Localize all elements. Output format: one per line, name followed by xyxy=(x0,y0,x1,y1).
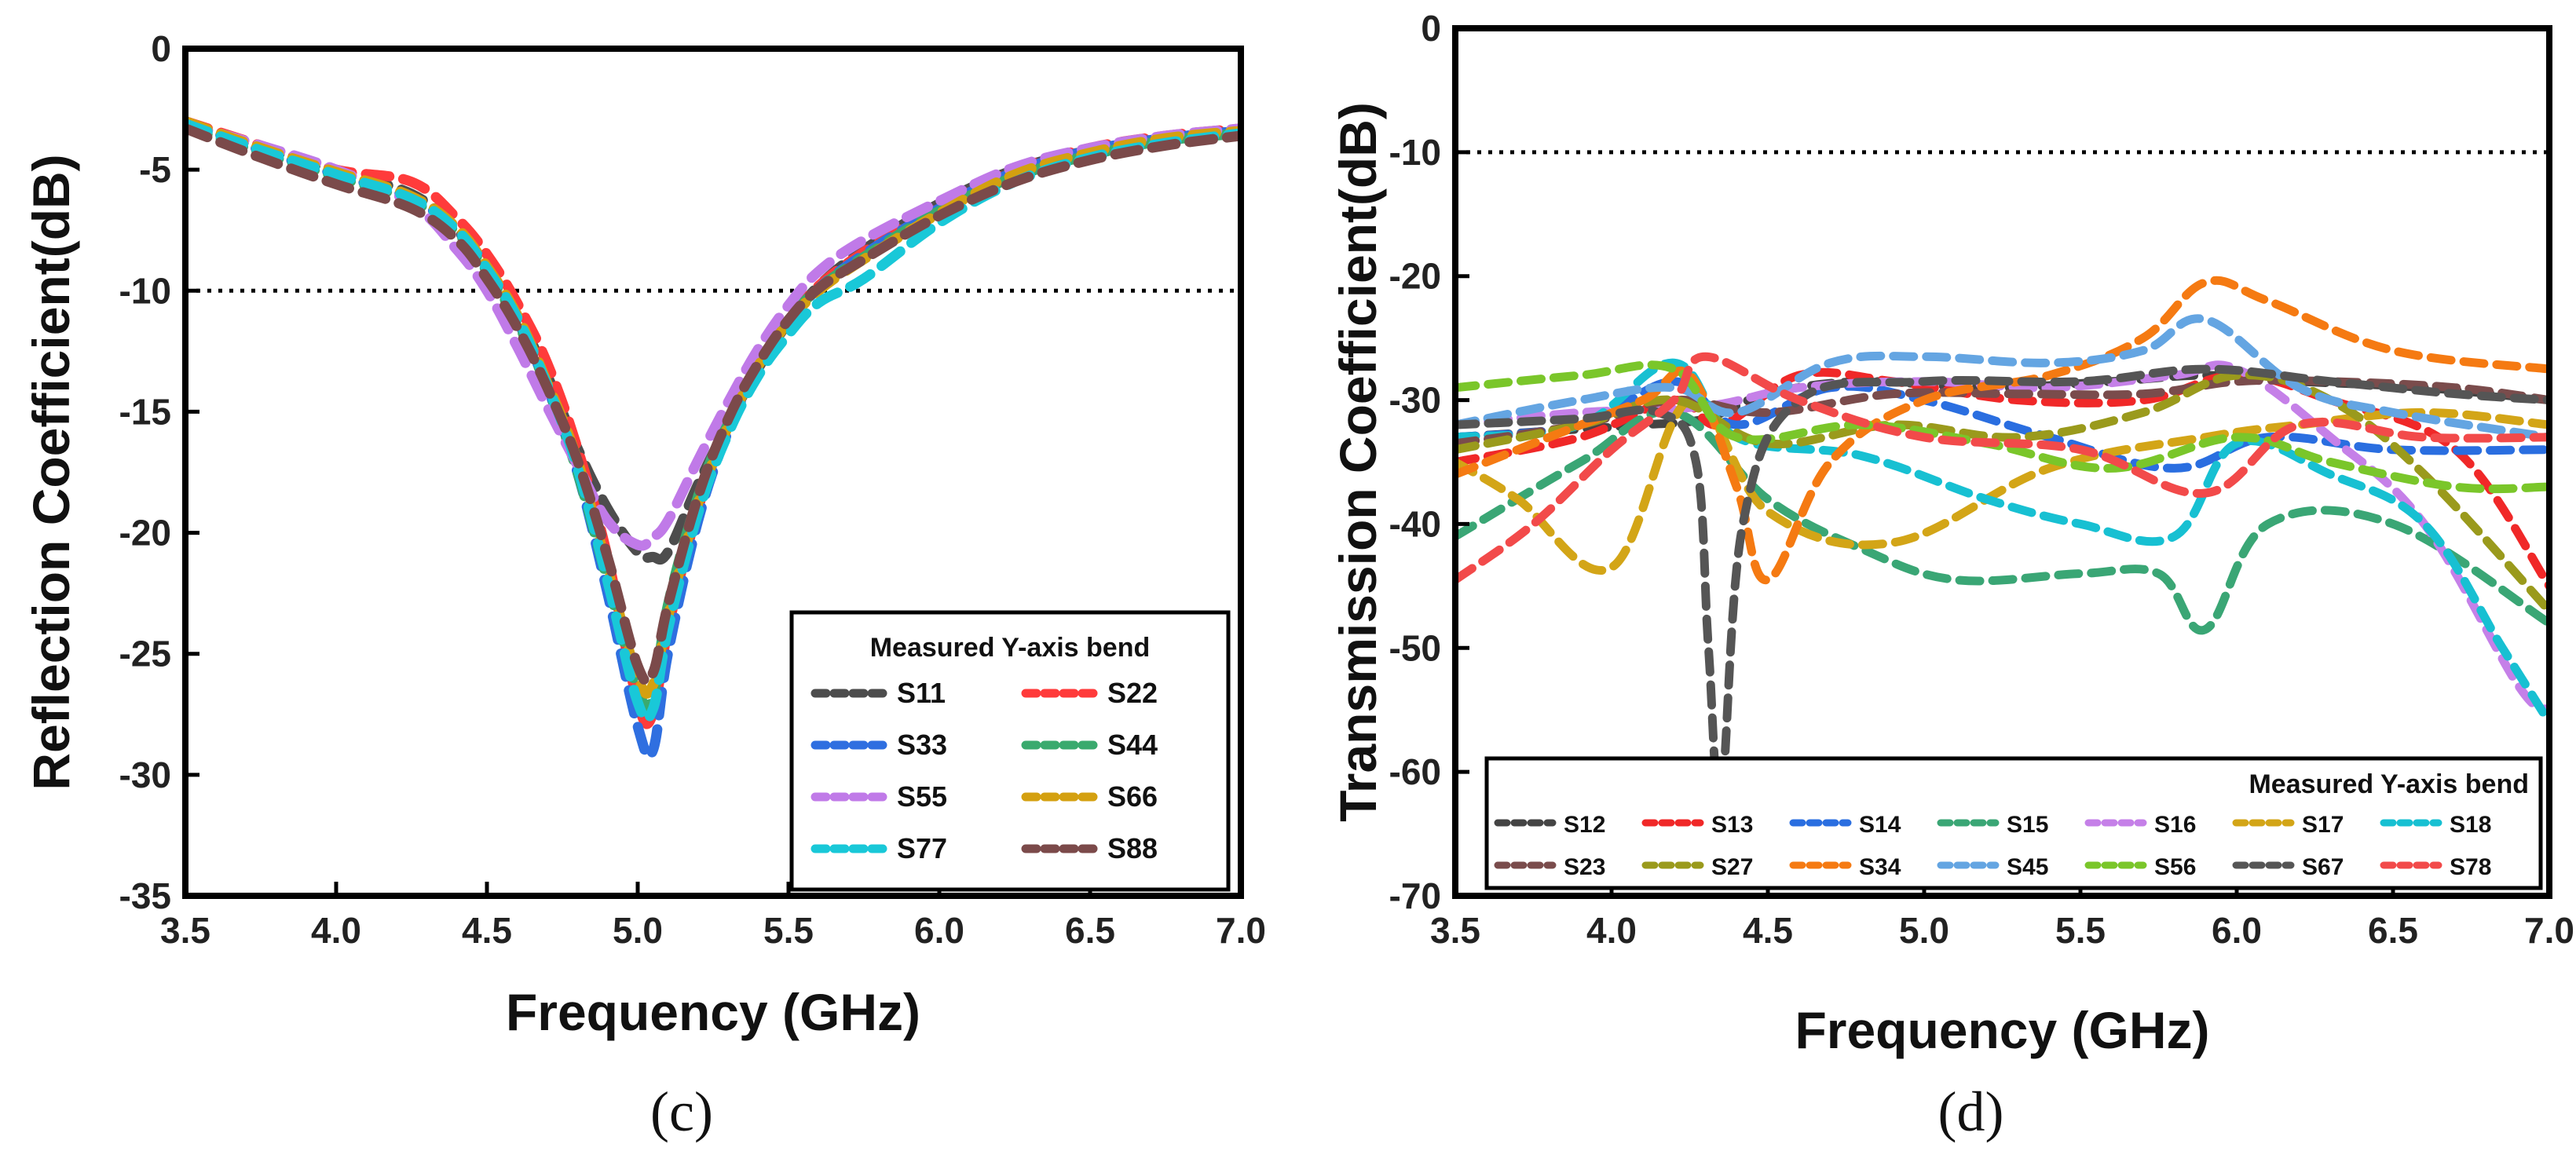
y-tick-label: -60 xyxy=(1389,751,1441,792)
series-lines xyxy=(1455,276,2549,804)
legend-label-s27: S27 xyxy=(1711,854,1753,880)
legend-label-s33: S33 xyxy=(897,729,947,761)
legend-label-s45: S45 xyxy=(2007,854,2048,880)
legend: Measured Y-axis bend S11 S22 S33 S44 S55 S66 S7… xyxy=(789,610,1231,892)
y-tick-label: -20 xyxy=(119,513,171,554)
x-tick-label: 6.5 xyxy=(1065,910,1115,951)
x-tick-label: 5.0 xyxy=(1899,910,1949,951)
x-tick-label: 6.0 xyxy=(914,910,964,951)
x-tick-label: 4.5 xyxy=(1743,910,1793,951)
y-tick-label: -70 xyxy=(1389,875,1441,916)
y-tick-label: -40 xyxy=(1389,503,1441,544)
legend-label-s17: S17 xyxy=(2302,812,2344,838)
legend-title: Measured Y-axis bend xyxy=(870,633,1151,663)
legend-label-s15: S15 xyxy=(2007,812,2048,838)
x-tick-label: 6.5 xyxy=(2368,910,2418,951)
legend-label-s22: S22 xyxy=(1107,677,1158,709)
y-axis-title: Transmission Coefficient(dB) xyxy=(1329,102,1387,822)
x-tick-label: 5.0 xyxy=(613,910,663,951)
series-line-s67 xyxy=(1455,364,2549,804)
plot-frame xyxy=(1452,25,2552,899)
y-tick-label: -15 xyxy=(119,391,171,432)
y-tick-label: -50 xyxy=(1389,627,1441,668)
legend-label-s34: S34 xyxy=(1859,854,1901,880)
transmission-chart: 3.5 4.0 4.5 5.0 5.5 6.0 6.5 7.0 0 -10 -20 -30 -40 -50… xyxy=(1329,8,2574,1143)
legend-label-s11: S11 xyxy=(897,677,946,709)
legend-label-s44: S44 xyxy=(1107,729,1158,761)
legend: Measured Y-axis bend S12 S13 S14 S15 S16 S17 S1… xyxy=(1484,756,2543,890)
x-tick-label: 4.0 xyxy=(1586,910,1637,951)
plot-area xyxy=(1455,28,2549,896)
x-tick-label: 4.5 xyxy=(462,910,512,951)
x-tick-label: 5.5 xyxy=(763,910,814,951)
legend-box xyxy=(789,610,1231,892)
series-line-s88 xyxy=(185,123,1241,687)
series-line-s78 xyxy=(1455,352,2549,584)
legend-label-s67: S67 xyxy=(2302,854,2344,880)
y-tick-label: -5 xyxy=(139,149,171,190)
y-tick-label: -20 xyxy=(1389,256,1441,297)
series-line-s77 xyxy=(185,119,1241,725)
x-tick-label: 4.0 xyxy=(311,910,361,951)
y-tick-label: -10 xyxy=(119,270,171,311)
legend-label-s88: S88 xyxy=(1107,832,1158,864)
y-tick-label: -25 xyxy=(119,634,171,674)
x-tick-label: 6.0 xyxy=(2212,910,2262,951)
legend-label-s66: S66 xyxy=(1107,780,1158,813)
x-tick-label: 3.5 xyxy=(1430,910,1480,951)
x-tick-label: 7.0 xyxy=(2524,910,2574,951)
y-tick-label: -35 xyxy=(119,875,171,916)
panel-caption: (c) xyxy=(650,1080,713,1143)
panel-caption: (d) xyxy=(1938,1080,2004,1143)
legend-label-s23: S23 xyxy=(1564,854,1605,880)
y-tick-label: -30 xyxy=(119,755,171,795)
legend-label-s56: S56 xyxy=(2154,854,2196,880)
plot-frame xyxy=(182,46,1244,899)
series-line-s45 xyxy=(1455,314,2549,442)
y-tick-label: -30 xyxy=(1389,380,1441,421)
reflection-chart: 3.5 4.0 4.5 5.0 5.5 6.0 6.5 7.0 0 -5 -10 -15 -20 -25 -… xyxy=(22,28,1266,1143)
x-axis-title: Frequency (GHz) xyxy=(506,983,920,1041)
legend-label-s12: S12 xyxy=(1564,812,1605,838)
legend-label-s55: S55 xyxy=(897,780,947,813)
legend-label-s16: S16 xyxy=(2154,812,2196,838)
legend-label-s13: S13 xyxy=(1711,812,1753,838)
y-tick-label: 0 xyxy=(1421,8,1441,49)
y-tick-label: 0 xyxy=(151,28,171,69)
legend-title: Measured Y-axis bend xyxy=(2249,769,2529,799)
legend-label-s14: S14 xyxy=(1859,812,1901,838)
y-tick-label: -10 xyxy=(1389,132,1441,173)
series-lines xyxy=(185,116,1241,762)
x-axis-title: Frequency (GHz) xyxy=(1795,1001,2209,1059)
legend-label-s77: S77 xyxy=(897,832,947,864)
series-line-s18 xyxy=(1455,358,2549,727)
legend-label-s78: S78 xyxy=(2450,854,2491,880)
x-tick-label: 7.0 xyxy=(1216,910,1266,951)
y-axis-title: Reflection Coefficient(dB) xyxy=(22,154,80,790)
x-tick-label: 3.5 xyxy=(160,910,210,951)
x-tick-label: 5.5 xyxy=(2055,910,2106,951)
legend-label-s18: S18 xyxy=(2450,812,2491,838)
